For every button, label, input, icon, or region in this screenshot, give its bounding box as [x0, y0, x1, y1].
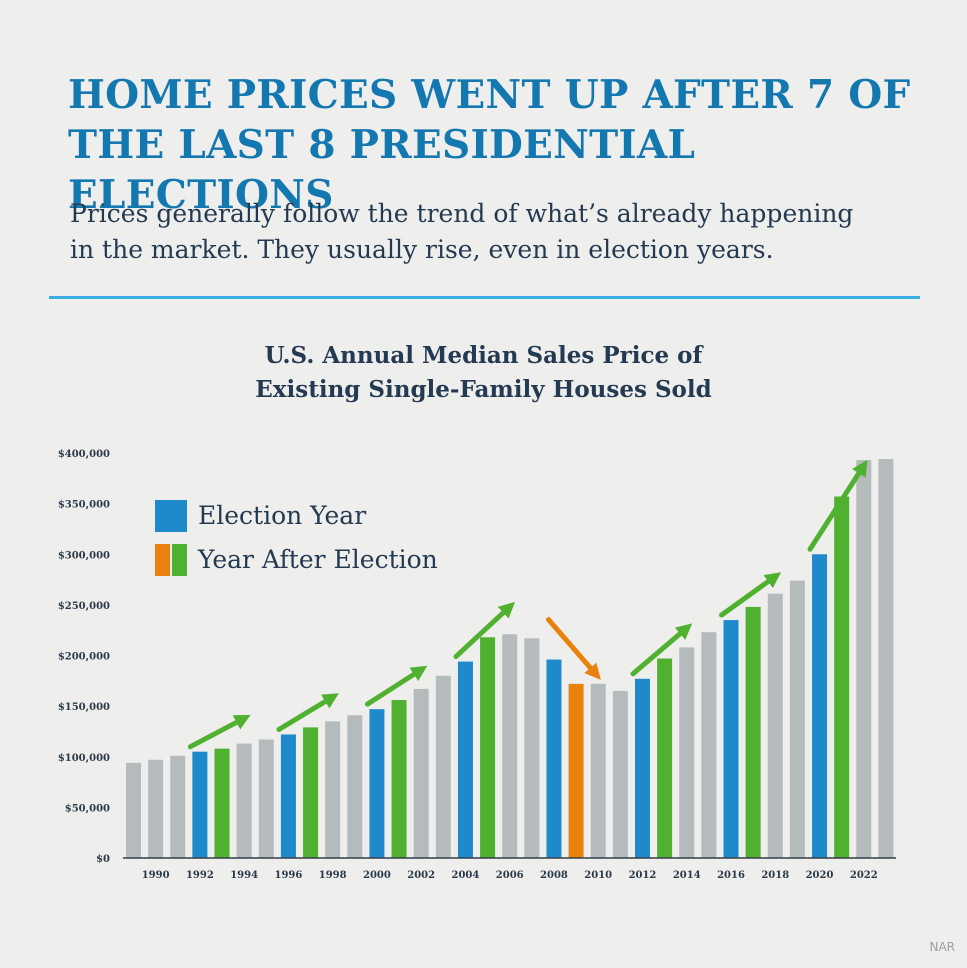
trend-arrow-2004-2005 — [453, 601, 515, 660]
bar-1995 — [258, 739, 274, 858]
bar-2002 — [413, 688, 429, 858]
y-tick-label: $150,000 — [58, 702, 110, 713]
bar-2013 — [657, 658, 673, 858]
x-tick-label: 1998 — [319, 870, 347, 881]
legend-swatch-after-up — [172, 544, 187, 576]
bar-1997 — [303, 727, 319, 858]
x-tick-label: 2012 — [629, 870, 657, 881]
trend-arrow-2008-2009 — [545, 617, 601, 680]
x-tick-label: 2000 — [363, 870, 391, 881]
y-tick-label: $400,000 — [58, 449, 110, 460]
x-tick-label: 1996 — [274, 870, 302, 881]
trend-arrow-2016-2017 — [719, 572, 782, 618]
bar-2012 — [634, 678, 650, 858]
chart-title-line-2: Existing Single-Family Houses Sold — [255, 376, 712, 403]
bar-1999 — [347, 715, 363, 858]
headline-line-2: THE LAST 8 PRESIDENTIAL ELECTIONS — [68, 122, 696, 218]
bar-2018 — [767, 593, 783, 858]
x-tick-label: 2006 — [496, 870, 524, 881]
bar-2007 — [524, 638, 540, 858]
trend-arrow-1992-1993 — [187, 714, 251, 750]
x-tick-label: 2010 — [584, 870, 612, 881]
divider-rule — [49, 296, 920, 299]
bar-2003 — [435, 675, 451, 858]
source-credit: NAR — [929, 940, 955, 954]
bar-2004 — [457, 661, 473, 858]
trend-arrow-2012-2013 — [630, 623, 693, 677]
bar-2015 — [701, 632, 717, 858]
bar-1994 — [236, 743, 252, 858]
legend-swatch-election — [155, 500, 187, 532]
bar-1991 — [170, 755, 186, 858]
bar-2009 — [568, 683, 584, 858]
legend-label-after: Year After Election — [197, 545, 438, 574]
subtitle-line-1: Prices generally follow the trend of wha… — [70, 199, 854, 228]
bar-2017 — [745, 606, 761, 858]
trend-arrow-2020-2021 — [807, 459, 868, 552]
bar-2010 — [590, 683, 606, 858]
bar-2016 — [723, 620, 739, 858]
bar-2022 — [856, 460, 872, 858]
bar-1998 — [325, 721, 341, 858]
subtitle-line-2: in the market. They usually rise, even i… — [70, 235, 774, 264]
x-tick-label: 1992 — [186, 870, 214, 881]
bar-2014 — [679, 647, 695, 858]
legend: Election Year Year After Election — [155, 500, 438, 576]
legend-swatch-after-down — [155, 544, 170, 576]
x-tick-label: 2022 — [850, 870, 878, 881]
x-tick-label: 1990 — [142, 870, 170, 881]
bar-1989 — [126, 762, 141, 858]
bar-2023 — [878, 459, 894, 858]
bar-2006 — [502, 634, 518, 858]
y-tick-label: $200,000 — [58, 652, 110, 663]
trend-arrow-2000-2001 — [364, 665, 428, 707]
x-tick-label: 2004 — [452, 870, 480, 881]
x-tick-label: 2008 — [540, 870, 568, 881]
y-tick-label: $300,000 — [58, 550, 110, 561]
headline: HOME PRICES WENT UP AFTER 7 OF THE LAST … — [68, 70, 928, 220]
y-tick-label: $100,000 — [58, 753, 110, 764]
x-tick-label: 2002 — [407, 870, 435, 881]
legend-label-election: Election Year — [198, 501, 366, 530]
bar-2001 — [391, 700, 407, 858]
y-tick-label: $50,000 — [65, 803, 110, 814]
bar-2000 — [369, 709, 385, 858]
bar-1990 — [148, 759, 164, 858]
x-tick-label: 2020 — [806, 870, 834, 881]
x-tick-label: 2018 — [761, 870, 789, 881]
bar-2021 — [834, 496, 850, 858]
bar-2008 — [546, 659, 562, 858]
x-tick-label: 2014 — [673, 870, 701, 881]
bar-2005 — [480, 637, 496, 858]
subtitle: Prices generally follow the trend of wha… — [70, 196, 930, 268]
y-tick-label: $350,000 — [58, 500, 110, 511]
x-tick-label: 1994 — [230, 870, 258, 881]
chart-title-line-1: U.S. Annual Median Sales Price of — [264, 342, 703, 369]
bar-2011 — [612, 690, 628, 858]
bar-1996 — [280, 734, 296, 858]
bar-1992 — [192, 751, 208, 858]
bar-2020 — [812, 554, 828, 858]
trend-arrow-1996-1997 — [276, 693, 339, 732]
bar-2019 — [789, 580, 805, 858]
headline-line-1: HOME PRICES WENT UP AFTER 7 OF — [68, 72, 911, 118]
x-tick-label: 2016 — [717, 870, 745, 881]
bar-1993 — [214, 748, 230, 858]
y-tick-label: $0 — [96, 854, 110, 865]
y-tick-label: $250,000 — [58, 601, 110, 612]
